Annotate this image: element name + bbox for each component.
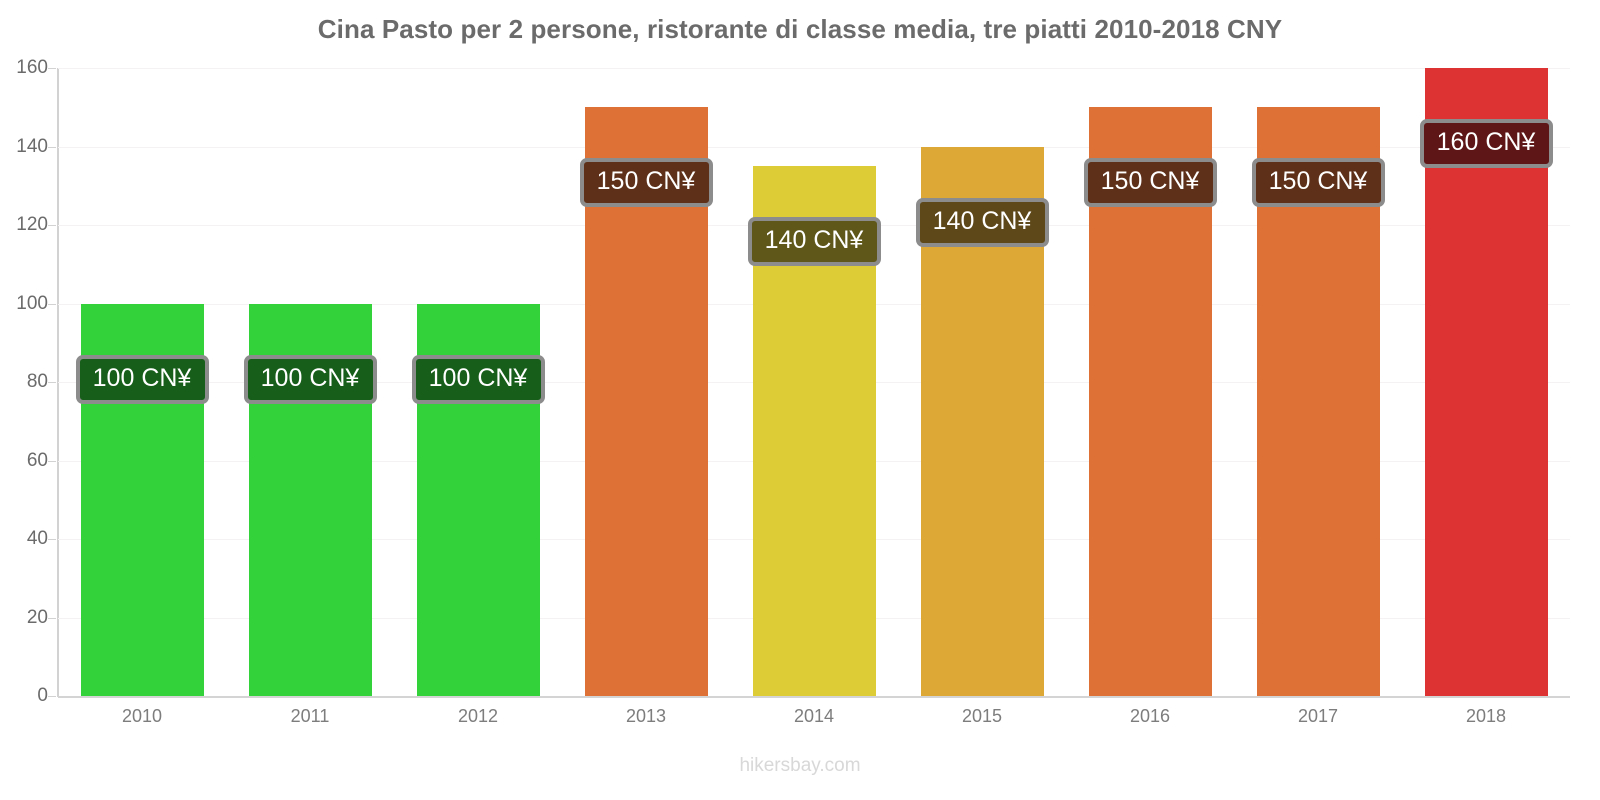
x-axis-tick-label: 2014 [793,706,835,726]
bar-value-label: 140 CN¥ [747,217,881,267]
gridline [58,696,1570,698]
y-axis-tick-label: 140 [16,135,48,157]
x-axis-tick-label: 2012 [457,706,499,726]
x-axis-tick-label: 2018 [1465,706,1507,726]
bar-value-label: 100 CN¥ [243,354,377,404]
bar-value-label: 150 CN¥ [579,158,713,208]
y-axis-tick-mark [48,146,56,148]
y-axis-tick-mark [48,303,56,305]
bar-value-label: 140 CN¥ [915,197,1049,247]
x-axis-tick-label: 2017 [1297,706,1339,726]
y-axis-tick-mark [48,539,56,540]
gridline [58,146,1570,148]
y-axis-tick-mark [48,382,56,383]
bar-value-label: 150 CN¥ [1251,158,1385,208]
y-axis-tick-label: 60 [26,449,48,471]
y-axis-tick-mark [48,68,56,69]
bar-value-label: 100 CN¥ [411,354,545,404]
x-axis-tick-label: 2016 [1129,706,1171,726]
y-axis-tick-mark [48,617,56,619]
y-axis-tick-mark [48,696,56,697]
y-axis-tick-label: 0 [37,685,48,706]
bar-value-label: 150 CN¥ [1083,158,1217,208]
footer-credit: hikersbay.com [739,755,861,776]
y-axis-tick-label: 100 [16,292,48,314]
x-axis-tick-label: 2010 [121,706,163,726]
x-axis-tick-label: 2015 [961,706,1003,726]
y-axis-tick-labels: 0 20 40 60 80 100 120 140 160 [0,57,56,706]
bar-value-label: 160 CN¥ [1419,119,1553,168]
bar-value-label: 100 CN¥ [75,354,209,404]
bar[interactable] [1424,68,1548,696]
y-axis-tick-mark [48,225,56,226]
y-axis-tick-label: 20 [26,606,48,628]
y-axis-tick-label: 80 [26,371,48,392]
x-axis-tick-labels: 2010 2011 2012 2013 2014 2015 2016 2017 2018 [58,706,1570,736]
plot-area: 100 CN¥ 100 CN¥ 100 CN¥ 150 CN¥ 140 CN¥ 140 C… [58,68,1570,698]
gridline [58,68,1570,69]
y-axis-tick-label: 120 [16,214,48,235]
chart-title: Cina Pasto per 2 persone, ristorante di … [317,14,1283,44]
y-axis-tick-label: 160 [16,57,48,78]
x-axis-tick-label: 2011 [290,706,330,726]
y-axis-tick-mark [48,460,56,462]
x-axis-tick-label: 2013 [625,706,667,726]
y-axis-tick-label: 40 [26,528,48,549]
